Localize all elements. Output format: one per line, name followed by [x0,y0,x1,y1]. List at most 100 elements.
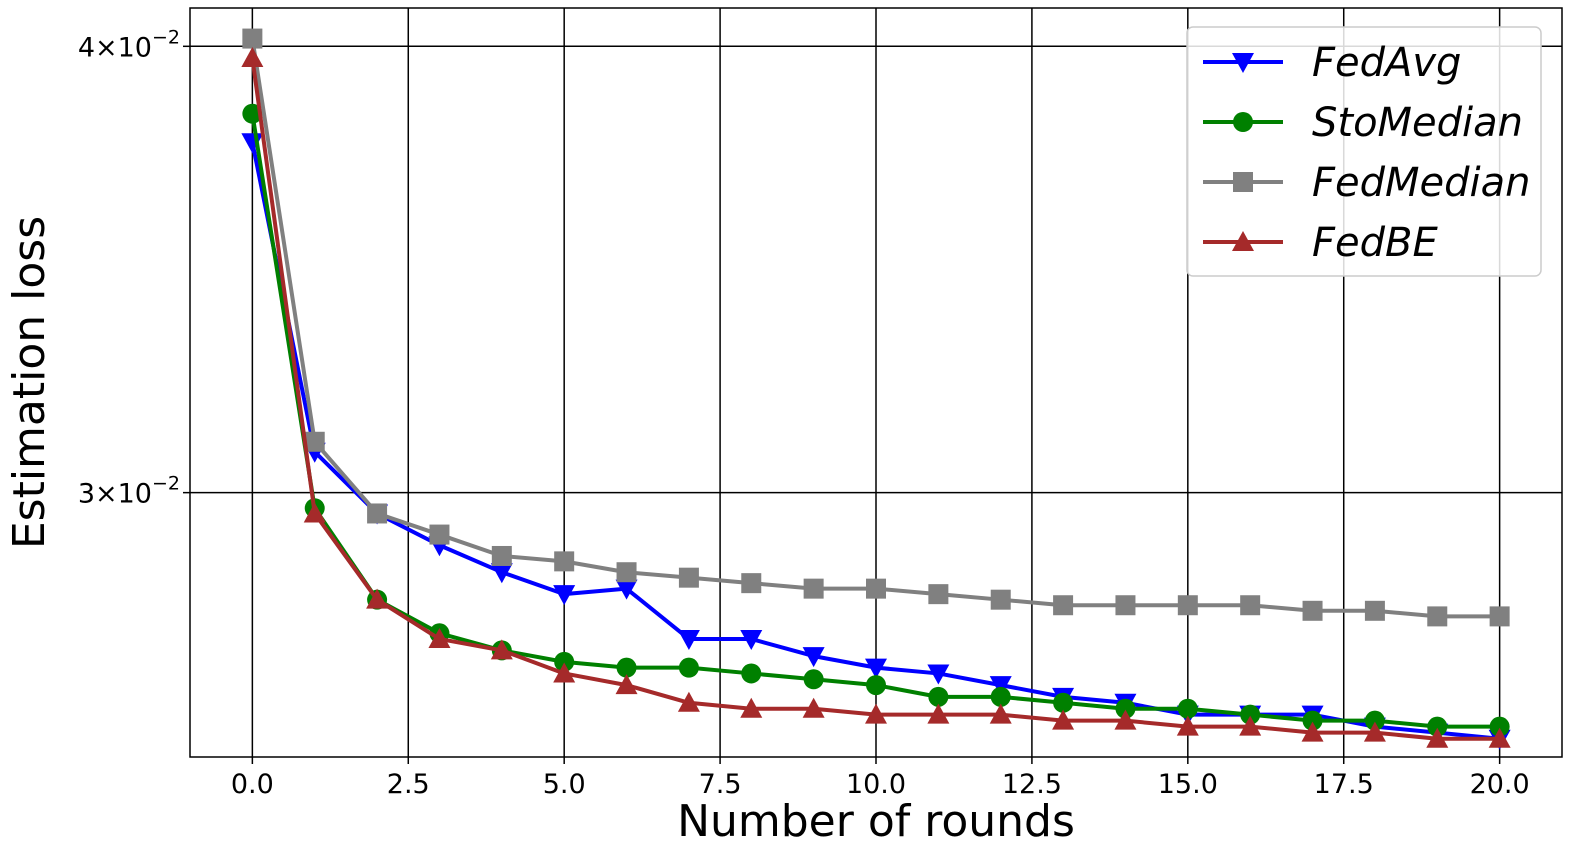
data-point [1240,595,1261,616]
data-point [366,588,389,609]
data-point [741,573,762,594]
data-point [677,691,700,712]
data-point [1301,721,1324,742]
y-tick-exponent: −2 [152,26,180,48]
data-point [1052,709,1075,730]
data-point [1489,716,1510,737]
x-tick-label: 2.5 [387,769,430,800]
data-point [928,584,949,605]
x-axis-label: Number of rounds [677,796,1075,847]
data-point [803,578,824,599]
data-point [303,502,326,523]
x-tick-label: 15.0 [1158,769,1218,800]
data-point [1115,595,1136,616]
series-fedmedian [242,28,1510,627]
x-tick-label: 0.0 [231,769,274,800]
data-point [1363,721,1386,742]
data-point [740,629,763,650]
y-tick-label: 4×10−2 [78,26,180,63]
data-point [866,578,886,599]
legend-box [1186,26,1542,277]
data-point [989,703,1012,724]
x-tick-label: 20.0 [1470,769,1530,800]
legend-item: FedBE [1203,220,1438,266]
data-point [1239,715,1262,736]
data-point [429,524,450,545]
legend-item: FedAvg [1203,40,1461,86]
data-point [491,545,512,566]
data-point [1114,709,1137,730]
data-point [241,46,264,67]
data-point [553,662,576,683]
series-fedbe [241,46,1511,748]
data-point [615,674,638,695]
legend-swatch-marker [1233,112,1253,132]
series-layer [241,28,1511,750]
data-point [1302,710,1323,731]
legend-swatch-marker [1233,172,1253,192]
data-point [927,703,950,724]
x-tick-label: 7.5 [699,769,742,800]
legend-item: StoMedian [1203,100,1523,146]
x-tick-label: 17.5 [1314,769,1374,800]
data-point [989,676,1012,697]
data-point [490,563,513,584]
data-point [490,639,513,660]
data-point [866,675,886,696]
data-point [553,585,576,606]
data-point [304,431,325,452]
data-point [1302,600,1323,621]
data-point [928,686,949,707]
data-point [367,503,388,524]
y-tick-base: 4×10 [78,32,152,63]
data-point [678,657,699,678]
data-point [554,651,575,672]
data-point [1115,698,1136,719]
data-point [990,589,1011,610]
data-point [1427,716,1448,737]
data-point [428,627,451,648]
data-point [242,28,263,49]
data-point [1364,710,1385,731]
data-point [741,663,762,684]
x-tick-label: 12.5 [1002,769,1062,800]
data-point [615,579,638,600]
y-tick-label: 3×10−2 [78,473,180,510]
legend-label: FedAvg [1312,40,1461,86]
data-point [1240,704,1261,725]
data-point [865,703,887,724]
y-axis-label: Estimation loss [4,216,55,549]
axis-ticks: 0.0 2.5 5.0 7.5 10.0 12.5 15.0 17.5 20.04×10−23×… [78,26,1530,800]
data-point [616,562,637,583]
data-point [1177,698,1198,719]
legend: FedAvg StoMedian FedMedian FedBE [1186,26,1542,277]
data-point [1364,600,1385,621]
data-point [802,697,825,718]
data-point [1426,727,1449,748]
legend-label: StoMedian [1312,100,1523,146]
x-tick-label: 5.0 [543,769,586,800]
data-point [1427,606,1448,627]
data-point [1053,692,1074,713]
data-point [1488,727,1511,748]
data-point [1053,595,1074,616]
data-point [1177,595,1198,616]
data-point [990,686,1011,707]
legend-item: FedMedian [1203,160,1531,206]
data-point [554,551,575,572]
legend-label: FedBE [1312,220,1438,266]
data-point [865,658,887,679]
data-point [802,647,825,668]
data-point [740,697,763,718]
data-point [927,664,950,685]
x-tick-label: 10.0 [846,769,906,800]
data-point [803,669,824,690]
legend-swatch-marker [1232,53,1254,73]
data-point [1176,715,1199,736]
data-point [678,567,699,588]
legend-swatch-marker [1232,231,1254,251]
legend-label: FedMedian [1312,160,1531,206]
y-tick-base: 3×10 [78,479,152,510]
y-tick-exponent: −2 [152,473,180,495]
